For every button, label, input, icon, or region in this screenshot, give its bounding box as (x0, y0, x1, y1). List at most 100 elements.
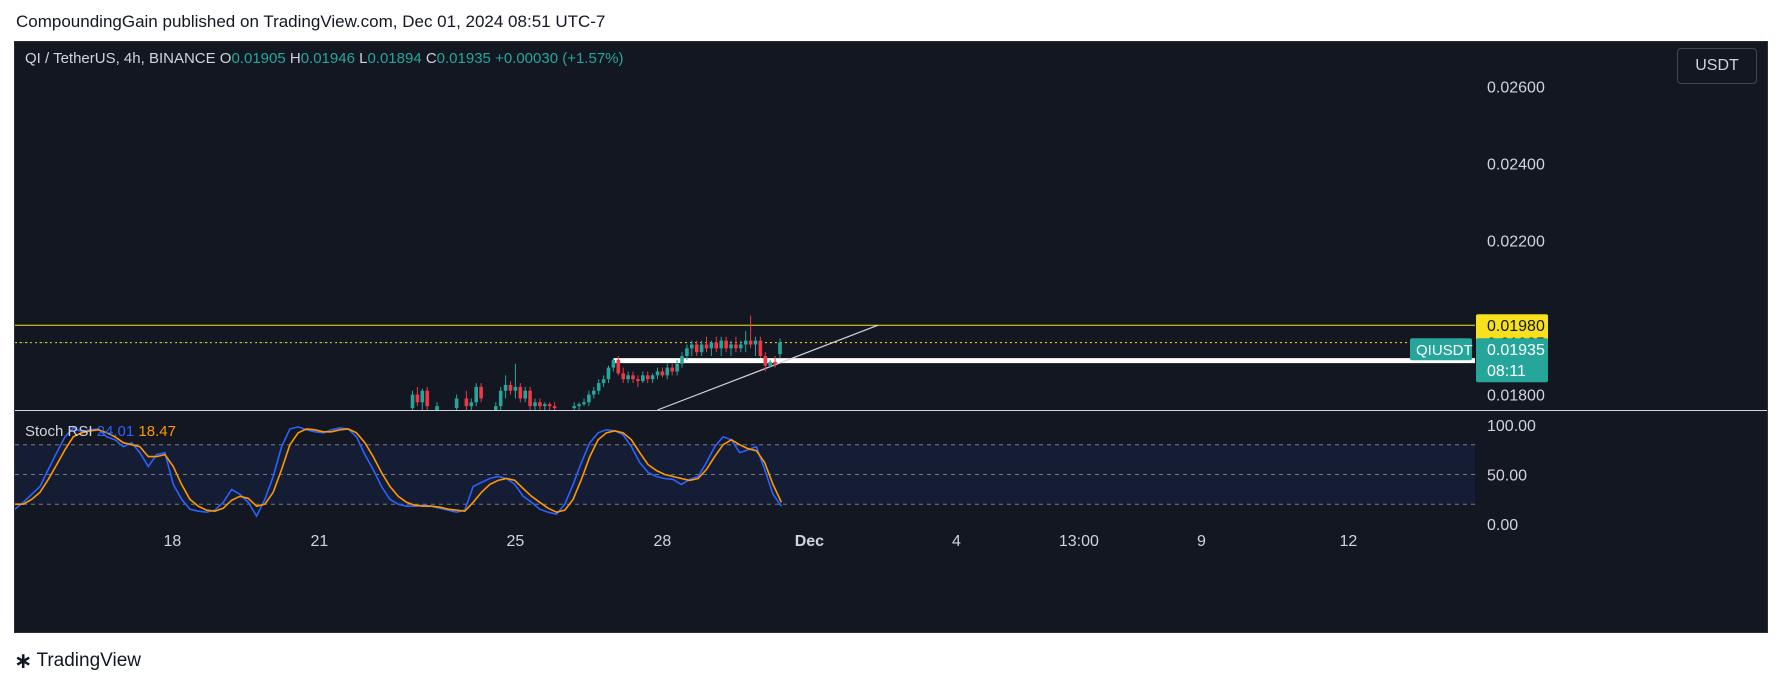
time-axis-label: 25 (507, 533, 525, 550)
currency-button[interactable]: USDT (1677, 48, 1757, 84)
candle-body (768, 361, 772, 366)
candle-body (626, 375, 630, 380)
last-price-label: 0.01935 (1487, 342, 1545, 359)
ohlc-legend[interactable]: QI / TetherUS, 4h, BINANCE O0.01905 H0.0… (25, 50, 624, 67)
candle-body (435, 406, 439, 410)
stoch-rsi-label: Stoch RSI (25, 423, 97, 440)
time-axis-label: 13:00 (1059, 533, 1099, 550)
candle-body (469, 402, 474, 407)
stoch-rsi-d-value: 18.47 (138, 423, 176, 440)
candle-body (508, 384, 513, 391)
candle-body (454, 398, 459, 409)
candle-body (518, 386, 523, 399)
candle-body (587, 394, 591, 403)
price-axis-tick: 0.02200 (1487, 233, 1545, 250)
price-label: 0.01980 (1487, 318, 1545, 335)
candle-body (699, 344, 704, 353)
candle-body (552, 406, 557, 409)
candle-body (547, 404, 552, 407)
candle-body (494, 406, 498, 410)
candle-body (739, 344, 743, 349)
candle-body (650, 375, 655, 380)
candle-body (596, 383, 601, 391)
stoch-rsi-d-line (15, 428, 783, 514)
candle-body (616, 359, 621, 374)
candle-body (690, 344, 694, 349)
countdown-label: 08:11 (1487, 363, 1526, 380)
candle-body (685, 348, 689, 357)
tradingview-logo-icon: ∗ (14, 648, 32, 673)
candle-body (694, 344, 699, 353)
footer: ∗ TradingView (14, 648, 141, 674)
candle-body (425, 390, 429, 407)
o-label: O (220, 50, 232, 67)
candle-body (734, 344, 738, 349)
last-price-bg (1476, 338, 1548, 383)
candle-body (704, 344, 709, 349)
candle-body (464, 398, 469, 407)
stoch-rsi-legend[interactable]: Stoch RSI 24.01 18.47 (25, 423, 176, 440)
high-value: 0.01946 (301, 50, 359, 67)
candle-body (641, 375, 645, 382)
candle-body (665, 367, 670, 376)
candle-body (763, 356, 768, 366)
candle-body (714, 342, 719, 349)
candle-body (543, 404, 547, 407)
candles-group (410, 315, 782, 410)
candle-body (748, 340, 753, 345)
footer-brand[interactable]: TradingView (36, 650, 141, 671)
candle-body (636, 379, 640, 382)
rsi-axis-tick: 100.00 (1487, 418, 1536, 435)
candle-body (503, 384, 508, 391)
time-axis-label: 4 (952, 533, 961, 550)
candle-body (621, 373, 625, 380)
h-label: H (290, 50, 301, 67)
open-value: 0.01905 (231, 50, 289, 67)
candle-body (743, 340, 748, 345)
time-axis-label: 21 (311, 533, 329, 550)
candle-body (528, 390, 532, 407)
symbol-name: QI / TetherUS, 4h, BINANCE (25, 50, 220, 67)
candle-body (410, 394, 415, 409)
time-axis-label: Dec (795, 533, 824, 550)
candle-body (474, 386, 478, 403)
candle-body (778, 342, 782, 355)
candle-body (415, 394, 420, 403)
rsi-axis-tick: 50.00 (1487, 467, 1527, 484)
candle-body (670, 367, 674, 372)
stoch-rsi-k-value: 24.01 (97, 423, 139, 440)
low-value: 0.01894 (367, 50, 425, 67)
candle-body (758, 340, 763, 357)
candle-body (572, 406, 576, 409)
candle-body (582, 402, 586, 405)
candle-body (420, 390, 425, 403)
price-axis-tick: 0.01800 (1487, 388, 1545, 405)
candle-body (611, 359, 616, 368)
candle-body (719, 340, 723, 349)
time-axis-label: 28 (654, 533, 672, 550)
close-value: 0.01935 (437, 50, 495, 67)
price-axis-tick: 0.02400 (1487, 156, 1545, 173)
candle-body (601, 379, 606, 384)
publisher-line: CompoundingGain published on TradingView… (16, 12, 606, 31)
candle-body (645, 375, 650, 380)
candle-body (631, 375, 635, 380)
chart-canvas[interactable]: QI / TetherUS, 4h, BINANCE O0.01905 H0.0… (15, 42, 1767, 632)
time-axis-label: 12 (1340, 533, 1358, 550)
candle-body (753, 340, 758, 345)
candle-body (709, 342, 714, 349)
candle-body (773, 361, 777, 364)
trendline[interactable] (657, 324, 879, 411)
stoch-rsi-k-line (15, 426, 783, 518)
rsi-axis-tick: 0.00 (1487, 517, 1518, 534)
time-axis-label: 9 (1197, 533, 1206, 550)
chart-frame: QI / TetherUS, 4h, BINANCE O0.01905 H0.0… (14, 41, 1768, 633)
l-label: L (359, 50, 367, 67)
symbol-tag-bg (1410, 338, 1472, 361)
candle-body (655, 371, 660, 376)
time-axis-label: 18 (164, 533, 182, 550)
candle-body (680, 356, 684, 364)
candle-body (538, 402, 542, 407)
candle-body (513, 386, 518, 391)
price-label-bg (1476, 314, 1548, 337)
